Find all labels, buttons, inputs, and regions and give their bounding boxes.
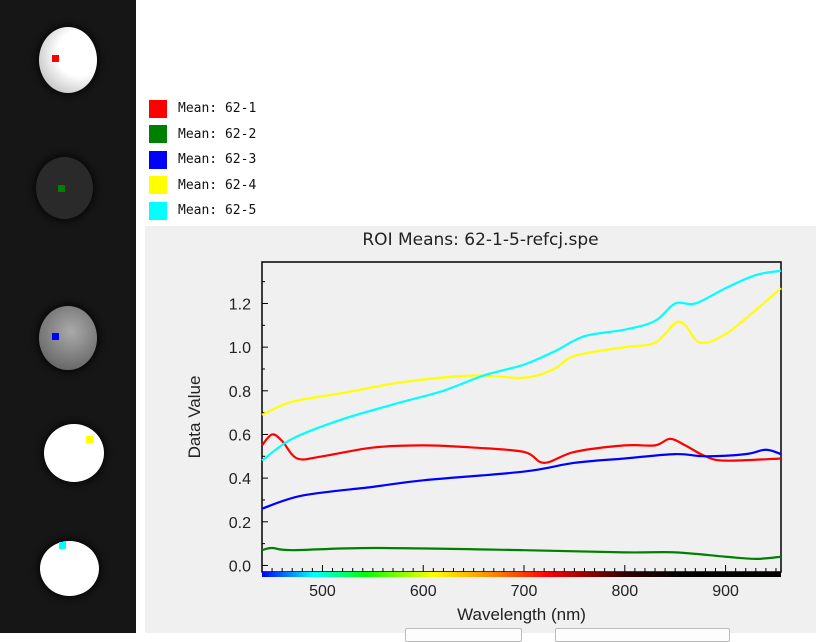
x-tick-label: 600 [410,583,437,600]
roi-marker-2[interactable] [58,185,65,192]
y-tick-label: 0.0 [229,558,251,575]
bottom-button-2[interactable] [555,628,730,642]
legend-swatch [149,125,167,144]
x-axis-label: Wavelength (nm) [457,605,586,624]
sample-disk-4 [44,424,104,482]
chart-panel: 500 600 700 800 900 0.0 0.2 0.4 0.6 0.8 1.0 1.2 Wave… [145,226,816,642]
roi-marker-1[interactable] [52,55,59,62]
series-line-mean62-3 [261,448,782,510]
legend-item: Mean: 62-1 [149,96,256,122]
legend-item: Mean: 62-5 [149,198,256,224]
y-tick-label: 0.2 [229,515,251,532]
legend-label: Mean: 62-3 [178,152,257,168]
series-line-mean62-1 [261,433,782,464]
roi-marker-5[interactable] [59,542,66,549]
legend-label: Mean: 62-1 [178,101,257,117]
roi-image-strip[interactable] [0,0,136,633]
legend-item: Mean: 62-3 [149,147,256,173]
series-line-mean62-4 [261,287,782,416]
legend-label: Mean: 62-5 [178,203,257,219]
legend-swatch [149,201,167,220]
x-tick-label: 700 [511,583,538,600]
y-tick-label: 0.4 [229,471,251,488]
legend-item: Mean: 62-2 [149,122,256,148]
roi-marker-3[interactable] [52,333,59,340]
bottom-button-1[interactable] [405,628,522,642]
y-tick-label: 1.2 [229,296,251,313]
y-axis-label: Data Value [185,376,204,459]
sample-disk-3 [39,306,97,370]
roi-legend: Mean: 62-1 Mean: 62-2 Mean: 62-3 Mean: 62-4… [149,96,256,224]
wavelength-color-bar [262,572,781,577]
y-tick-label: 0.8 [229,384,251,401]
legend-swatch [149,176,167,195]
y-tick-label: 0.6 [229,427,251,444]
roi-marker-4[interactable] [86,436,93,443]
legend-item: Mean: 62-4 [149,173,256,199]
x-tick-label: 900 [712,583,739,600]
legend-swatch [149,99,167,118]
x-tick-label: 500 [309,583,336,600]
sample-disk-1 [39,27,97,93]
legend-label: Mean: 62-4 [178,177,257,193]
chart-title: ROI Means: 62-1-5-refcj.spe [362,230,599,250]
y-tick-label: 1.0 [229,340,251,357]
legend-swatch [149,150,167,169]
roi-means-chart: 500 600 700 800 900 0.0 0.2 0.4 0.6 0.8 1.0 1.2 Wave… [185,261,782,624]
sample-disk-5 [40,541,99,596]
x-tick-label: 800 [611,583,638,600]
series-line-mean62-2 [261,546,782,561]
plot-area [261,261,782,573]
legend-label: Mean: 62-2 [178,126,257,142]
series-line-mean62-5 [261,269,782,462]
